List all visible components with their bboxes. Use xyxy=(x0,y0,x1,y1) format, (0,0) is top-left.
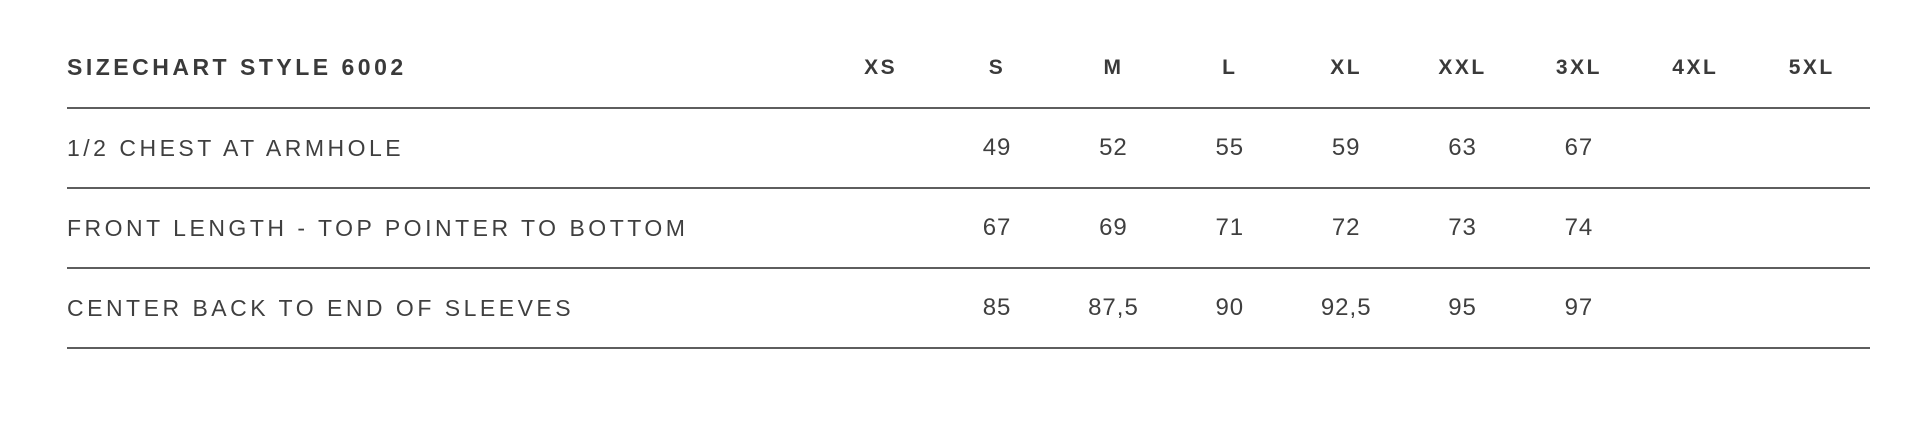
size-value-cell: 74 xyxy=(1564,214,1594,241)
header-row: SIZECHART STYLE 6002 XS S M L XL XXL 3XL… xyxy=(67,28,1870,108)
size-value-cell: 87,5 xyxy=(1088,294,1139,321)
size-column-header-xxl: XXL xyxy=(1438,55,1487,79)
row-label-front-length: FRONT LENGTH - TOP POINTER TO BOTTOM xyxy=(67,214,689,241)
size-value-cell: 69 xyxy=(1099,214,1128,241)
table-row-chest: 1/2 CHEST AT ARMHOLE 49 52 55 59 63 67 xyxy=(67,108,1870,188)
size-value-cell xyxy=(1637,108,1753,188)
size-column-header-m: M xyxy=(1103,55,1124,79)
size-value-cell: 72 xyxy=(1331,214,1361,241)
size-column-header-5xl: 5XL xyxy=(1788,55,1835,79)
size-value-cell xyxy=(823,108,939,188)
size-value-cell xyxy=(1754,268,1871,348)
size-value-cell: 52 xyxy=(1099,134,1128,161)
row-label-chest: 1/2 CHEST AT ARMHOLE xyxy=(67,134,405,161)
size-value-cell: 63 xyxy=(1448,134,1477,161)
size-column-header-3xl: 3XL xyxy=(1555,55,1602,79)
size-value-cell: 67 xyxy=(1564,134,1594,161)
size-value-cell xyxy=(1754,188,1871,268)
size-column-header-s: S xyxy=(988,55,1006,79)
size-value-cell xyxy=(1637,188,1753,268)
size-value-cell: 55 xyxy=(1215,134,1245,161)
size-value-cell: 71 xyxy=(1215,214,1245,241)
size-value-cell: 95 xyxy=(1448,294,1477,321)
size-value-cell xyxy=(1754,108,1871,188)
sizechart-table: SIZECHART STYLE 6002 XS S M L XL XXL 3XL… xyxy=(67,28,1870,349)
size-column-header-4xl: 4XL xyxy=(1672,55,1719,79)
size-value-cell xyxy=(823,188,939,268)
row-label-center-back: CENTER BACK TO END OF SLEEVES xyxy=(67,294,575,321)
table-row-center-back: CENTER BACK TO END OF SLEEVES 85 87,5 90… xyxy=(67,268,1870,348)
size-value-cell xyxy=(1637,268,1753,348)
size-column-header-xl: XL xyxy=(1330,55,1363,79)
size-value-cell: 73 xyxy=(1448,214,1477,241)
size-value-cell: 59 xyxy=(1331,134,1361,161)
size-value-cell: 92,5 xyxy=(1320,294,1372,321)
size-column-header-l: L xyxy=(1222,55,1238,79)
size-value-cell: 97 xyxy=(1564,294,1594,321)
size-value-cell: 49 xyxy=(982,134,1012,161)
table-title: SIZECHART STYLE 6002 xyxy=(67,54,407,80)
size-value-cell: 85 xyxy=(982,294,1012,321)
size-column-header-xs: XS xyxy=(864,55,898,79)
size-value-cell: 90 xyxy=(1215,294,1245,321)
size-value-cell xyxy=(823,268,939,348)
table-row-front-length: FRONT LENGTH - TOP POINTER TO BOTTOM 67 … xyxy=(67,188,1870,268)
size-value-cell: 67 xyxy=(982,214,1012,241)
